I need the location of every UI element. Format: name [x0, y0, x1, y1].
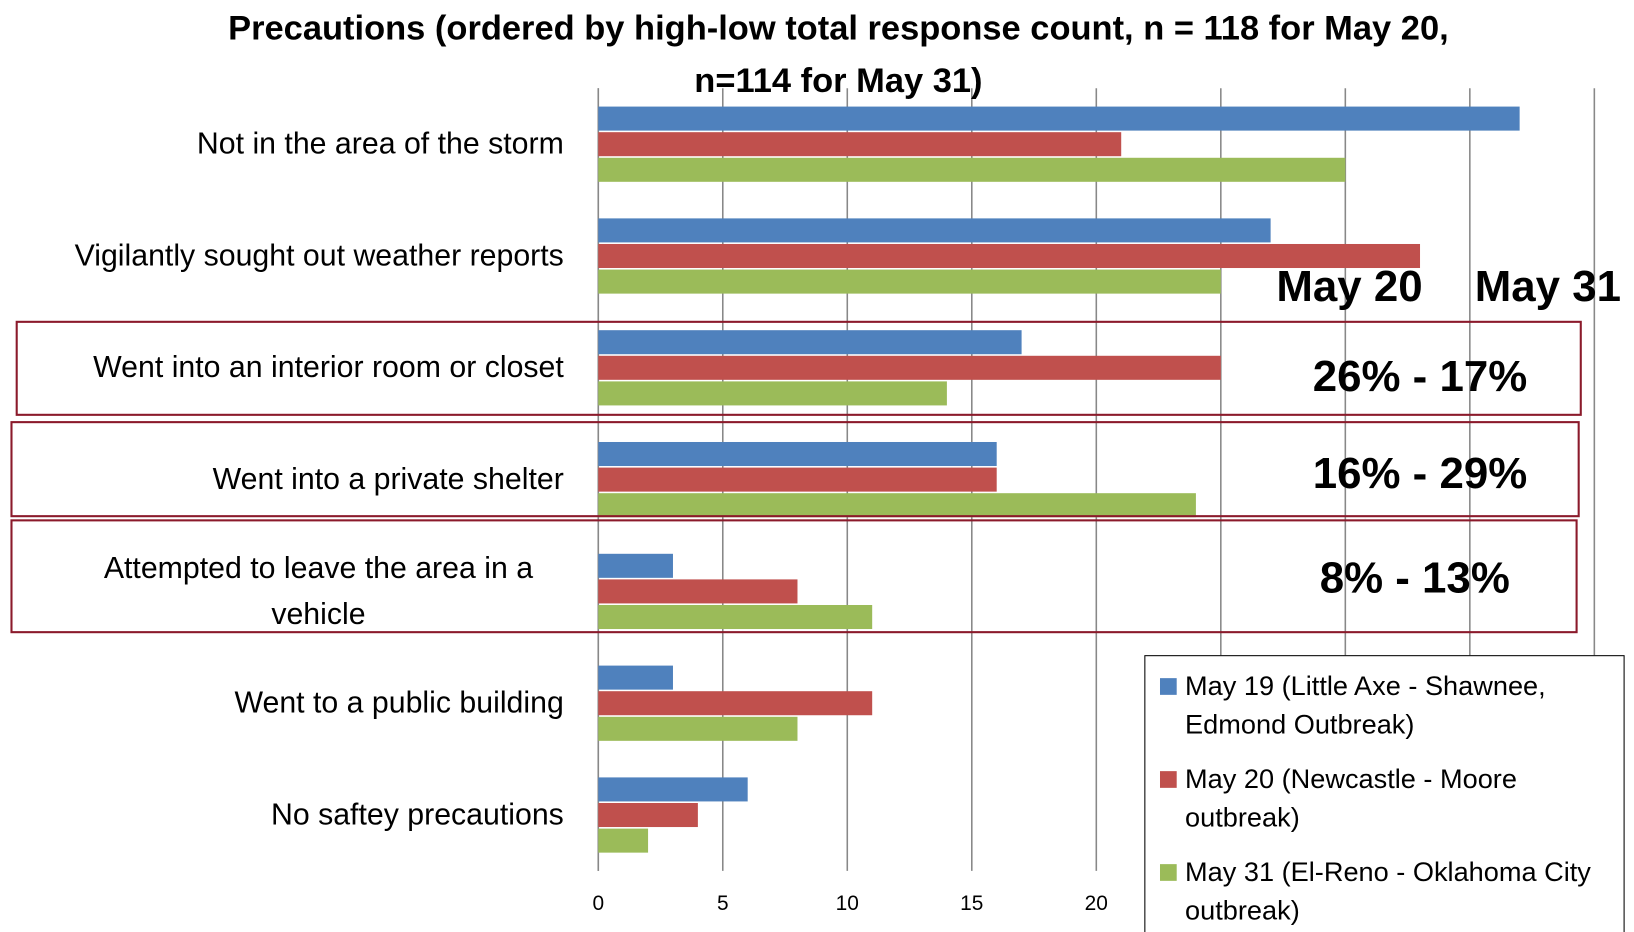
- bar: [598, 777, 748, 802]
- annotation: May 20: [1276, 261, 1423, 311]
- legend-swatch: [1159, 864, 1177, 881]
- bar: [598, 243, 1421, 269]
- annotation: 26% - 17%: [1312, 351, 1528, 401]
- category-text: Attempted to leave the area in a vehicle: [103, 551, 534, 632]
- highlight-box: [10, 519, 1578, 634]
- category-text: Not in the area of the storm: [196, 127, 564, 161]
- category-label: Went to a public building: [21, 680, 564, 726]
- bar: [598, 157, 1346, 182]
- bar: [598, 493, 1196, 518]
- category-label: Went into an interior room or closet: [21, 345, 564, 391]
- bar: [598, 330, 1022, 355]
- bar: [598, 665, 673, 690]
- bar: [598, 381, 947, 406]
- chart-title: Precautions (ordered by high-low total r…: [228, 8, 1449, 100]
- category-label: No saftey precautions: [21, 792, 564, 838]
- bar: [598, 106, 1520, 131]
- x-tick-label: 0: [592, 892, 604, 915]
- category-text: Went into an interior room or closet: [93, 351, 564, 385]
- annotation: May 31: [1474, 261, 1622, 311]
- bar: [598, 269, 1221, 294]
- legend-entry: May 20 (Newcastle - Moore outbreak): [1159, 760, 1615, 837]
- x-tick-label: 15: [960, 892, 983, 915]
- bar: [598, 553, 673, 578]
- bar: [598, 467, 997, 492]
- legend: May 19 (Little Axe - Shawnee, Edmond Out…: [1144, 655, 1625, 932]
- x-tick-label: 20: [1085, 892, 1108, 915]
- bar: [598, 355, 1221, 380]
- legend-label: May 20 (Newcastle - Moore outbreak): [1185, 762, 1517, 833]
- category-label: Went into a private shelter: [21, 457, 564, 503]
- annotation: 8% - 13%: [1319, 552, 1510, 602]
- bar: [598, 132, 1122, 157]
- highlight-box: [10, 421, 1580, 518]
- legend-label: May 31 (El-Reno - Oklahoma City outbreak…: [1185, 855, 1591, 926]
- bar: [598, 691, 873, 716]
- bar: [598, 803, 698, 828]
- bar: [598, 604, 873, 630]
- bar: [598, 441, 997, 467]
- category-label: Not in the area of the storm: [21, 121, 564, 167]
- legend-label: May 19 (Little Axe - Shawnee, Edmond Out…: [1185, 669, 1546, 740]
- bar: [598, 579, 798, 604]
- x-tick-label: 5: [717, 892, 729, 915]
- category-text: Went into a private shelter: [212, 462, 564, 497]
- x-tick-label: 10: [836, 892, 859, 915]
- category-text: No saftey precautions: [270, 798, 564, 832]
- legend-entry: May 31 (El-Reno - Oklahoma City outbreak…: [1159, 853, 1615, 930]
- bar: [598, 828, 649, 853]
- legend-entry: May 19 (Little Axe - Shawnee, Edmond Out…: [1159, 667, 1615, 744]
- legend-swatch: [1159, 771, 1177, 788]
- category-text: Vigilantly sought out weather reports: [74, 239, 564, 273]
- bar: [598, 716, 798, 741]
- bar: [598, 218, 1271, 243]
- highlight-box: [15, 320, 1582, 416]
- legend-swatch: [1159, 678, 1177, 695]
- category-label: Vigilantly sought out weather reports: [21, 233, 564, 279]
- annotation: 16% - 29%: [1312, 448, 1528, 498]
- category-label: Attempted to leave the area in a vehicle: [21, 545, 564, 637]
- category-text: Went to a public building: [234, 686, 564, 720]
